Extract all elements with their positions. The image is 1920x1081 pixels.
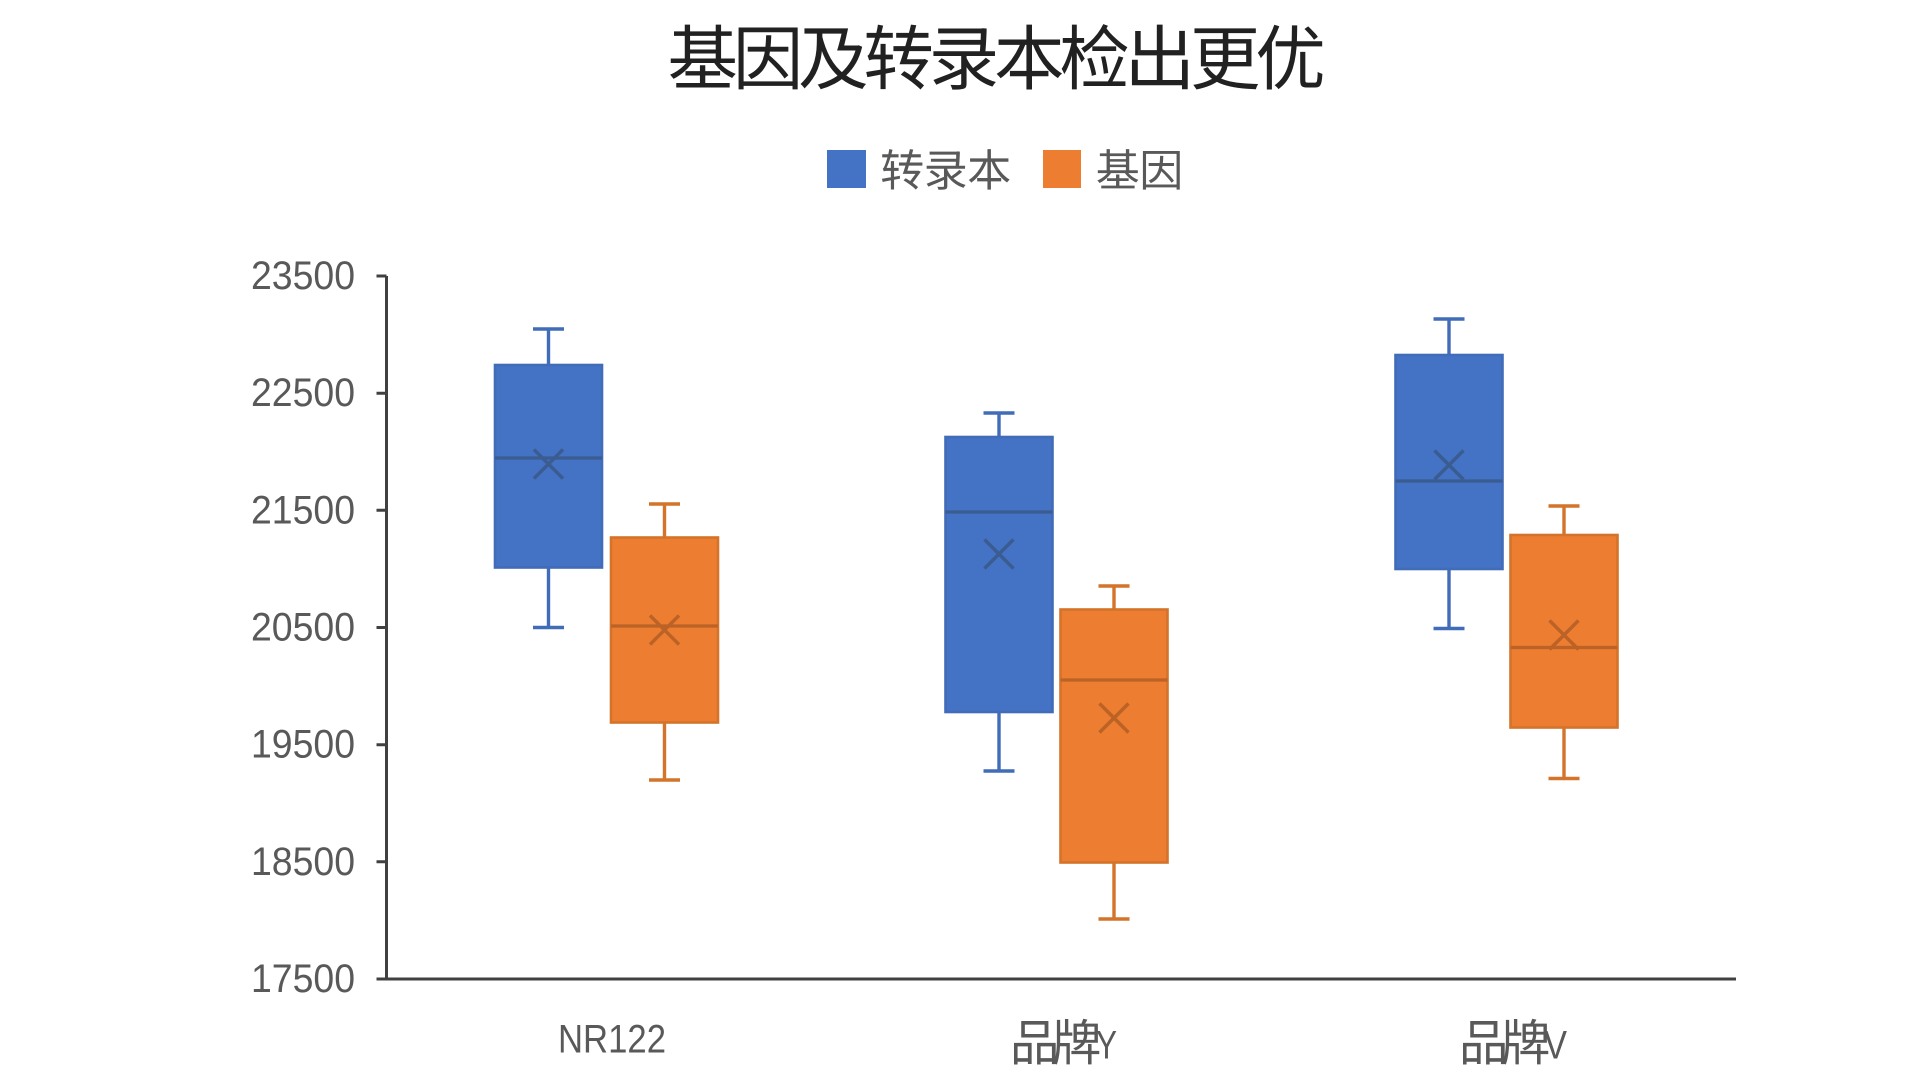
svg-text:17500: 17500 xyxy=(251,957,355,1001)
svg-text:Y: Y xyxy=(1096,1024,1117,1068)
svg-text:23500: 23500 xyxy=(251,254,355,298)
svg-text:20500: 20500 xyxy=(251,606,355,650)
svg-text:21500: 21500 xyxy=(251,488,355,532)
svg-text:NR122: NR122 xyxy=(558,1018,666,1062)
svg-text:18500: 18500 xyxy=(251,840,355,884)
svg-text:22500: 22500 xyxy=(251,371,355,415)
svg-text:V: V xyxy=(1544,1024,1567,1068)
svg-text:19500: 19500 xyxy=(251,723,355,767)
